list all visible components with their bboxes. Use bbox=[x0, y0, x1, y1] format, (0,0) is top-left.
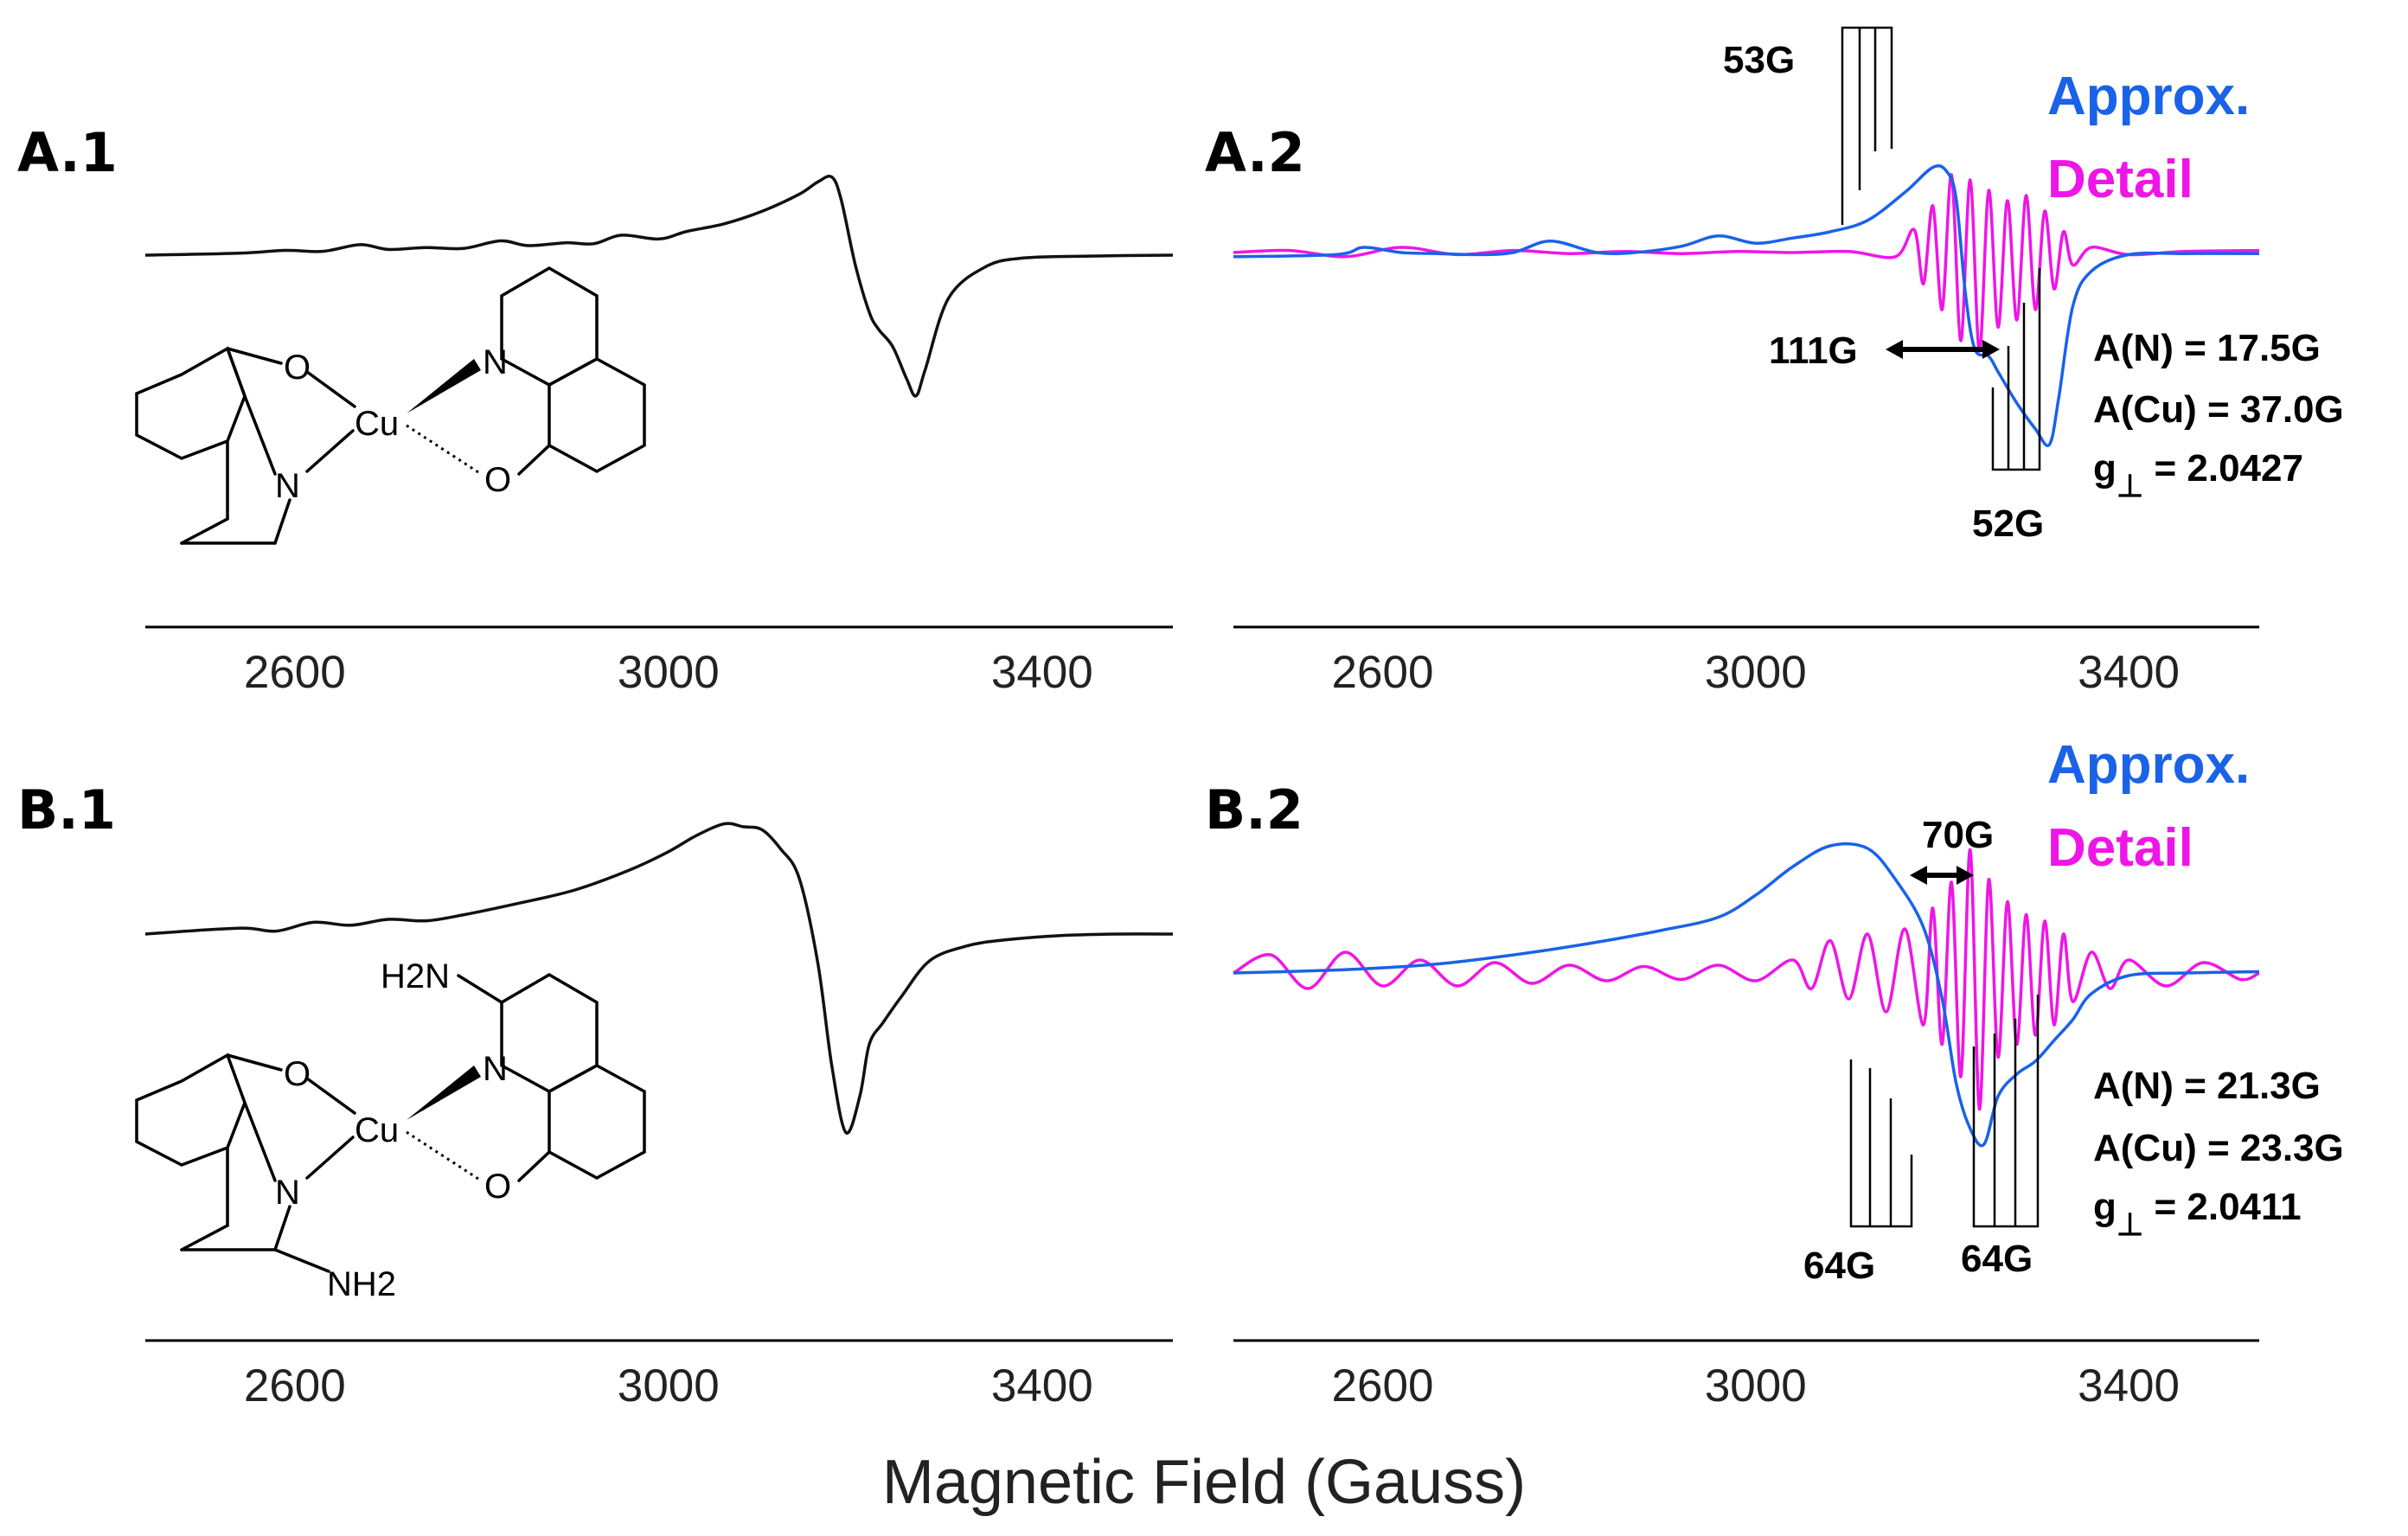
legend-approx-a2: Approx. bbox=[2047, 67, 2250, 126]
x-ticks-b2: 2600 3000 3400 bbox=[1332, 1360, 2180, 1411]
x-tick-label: 3400 bbox=[991, 1360, 1093, 1411]
mol-b-bond bbox=[243, 1101, 277, 1182]
mol-b-wedge-bond bbox=[407, 1066, 481, 1120]
mol-a-bond bbox=[517, 444, 551, 476]
molecule-b-structure: O Cu N N O H2N NH2 bbox=[135, 957, 646, 1303]
atom-o: O bbox=[484, 461, 511, 499]
x-tick-label: 3000 bbox=[1705, 647, 1807, 698]
molecule-a-structure: O Cu N N O bbox=[135, 266, 646, 545]
param-acu-a2: A(Cu) = 37.0G bbox=[2093, 388, 2344, 431]
split-bracket-left-b2 bbox=[1849, 1059, 1913, 1228]
x-tick-label: 2600 bbox=[244, 1360, 346, 1411]
mol-b-bond bbox=[273, 1248, 330, 1273]
split-label-mid-a2: 111G bbox=[1769, 330, 1858, 372]
x-tick-label: 3400 bbox=[991, 647, 1093, 698]
legend-detail-a2: Detail bbox=[2047, 150, 2193, 209]
atom-h2n: H2N bbox=[381, 957, 450, 995]
spectrum-trace-b1 bbox=[144, 822, 1174, 1135]
mol-b-bond bbox=[305, 1077, 356, 1115]
mol-a-bond bbox=[226, 347, 247, 398]
mol-a-ring-right-bottom bbox=[548, 357, 646, 473]
atom-n: N bbox=[275, 467, 300, 505]
x-axis-title: Magnetic Field (Gauss) bbox=[882, 1448, 1526, 1517]
mol-a-bond bbox=[226, 347, 283, 365]
mol-a-bond bbox=[305, 429, 355, 473]
x-tick-label: 2600 bbox=[244, 647, 346, 698]
panel-a1: A.1 2600 3000 3400 O Cu N N O bbox=[17, 121, 1174, 698]
mol-a-bond bbox=[305, 370, 356, 408]
atom-n: N bbox=[483, 1050, 508, 1088]
atom-nh2: NH2 bbox=[327, 1265, 396, 1303]
panel-label-a2: A.2 bbox=[1205, 121, 1305, 184]
mol-b-bond bbox=[226, 1053, 283, 1072]
mol-b-ring-left bbox=[135, 1053, 247, 1167]
x-tick-label: 3000 bbox=[618, 647, 720, 698]
mol-b-bond bbox=[457, 974, 503, 1004]
split-arrow-mid-a2 bbox=[1886, 340, 2000, 359]
detail-trace-b2 bbox=[1233, 848, 2260, 1111]
param-g-a2: g⊥ = 2.0427 bbox=[2093, 447, 2303, 503]
split-label-bottom-a2: 52G bbox=[1972, 502, 2044, 545]
mol-a-bond bbox=[273, 498, 291, 545]
panel-b1: B.1 2600 3000 3400 O Cu N N O H2N bbox=[17, 778, 1174, 1411]
approx-trace-b2 bbox=[1233, 842, 2260, 1148]
x-ticks-b1: 2600 3000 3400 bbox=[244, 1360, 1093, 1411]
panel-label-b2: B.2 bbox=[1205, 778, 1303, 842]
x-tick-label: 2600 bbox=[1332, 1360, 1434, 1411]
mol-b-bond bbox=[305, 1136, 355, 1180]
x-tick-label: 3000 bbox=[618, 1360, 720, 1411]
param-an-b2: A(N) = 21.3G bbox=[2093, 1065, 2321, 1107]
mol-a-bond bbox=[243, 394, 277, 476]
x-tick-label: 3400 bbox=[2078, 1360, 2180, 1411]
atom-cu: Cu bbox=[355, 405, 399, 443]
split-label-top-a2: 53G bbox=[1723, 39, 1795, 81]
legend-detail-b2: Detail bbox=[2047, 818, 2193, 878]
x-ticks-a1: 2600 3000 3400 bbox=[244, 647, 1093, 698]
atom-o: O bbox=[284, 349, 311, 387]
x-tick-label: 3000 bbox=[1705, 1360, 1807, 1411]
mol-b-bond bbox=[180, 1224, 229, 1251]
split-arrow-top-b2 bbox=[1910, 866, 1974, 885]
split-bracket-right-b2 bbox=[1972, 995, 2040, 1228]
mol-a-hash-bond bbox=[406, 424, 482, 476]
split-bracket-top-a2 bbox=[1841, 26, 1893, 225]
x-tick-label: 3400 bbox=[2078, 647, 2180, 698]
mol-b-bond bbox=[517, 1150, 551, 1182]
legend-approx-b2: Approx. bbox=[2047, 735, 2250, 795]
atom-n: N bbox=[275, 1174, 300, 1212]
panel-a2: A.2 2600 3000 3400 Approx. Detail 53G 111G… bbox=[1205, 26, 2344, 698]
atom-cu: Cu bbox=[355, 1111, 399, 1149]
atom-n: N bbox=[483, 343, 508, 381]
panel-label-b1: B.1 bbox=[17, 778, 116, 842]
split-label-right-b2: 64G bbox=[1961, 1238, 2033, 1280]
x-tick-label: 2600 bbox=[1332, 647, 1434, 698]
mol-b-hash-bond bbox=[406, 1130, 482, 1182]
approx-trace-a2 bbox=[1233, 164, 2260, 448]
atom-o: O bbox=[484, 1168, 511, 1206]
spectrum-trace-a1 bbox=[144, 174, 1174, 398]
split-label-left-b2: 64G bbox=[1803, 1245, 1875, 1287]
panel-b2: B.2 2600 3000 3400 Approx. Detail 70G 64G … bbox=[1205, 735, 2344, 1411]
mol-a-wedge-bond bbox=[407, 359, 481, 413]
x-ticks-a2: 2600 3000 3400 bbox=[1332, 647, 2180, 698]
mol-b-bond bbox=[273, 1205, 291, 1251]
param-g-b2: g⊥ = 2.0411 bbox=[2093, 1186, 2302, 1242]
mol-b-ring-right-bottom bbox=[548, 1064, 646, 1180]
split-label-top-b2: 70G bbox=[1922, 814, 1994, 856]
split-bracket-bottom-a2 bbox=[1991, 268, 2041, 471]
atom-o: O bbox=[284, 1055, 311, 1093]
panel-label-a1: A.1 bbox=[17, 121, 118, 184]
param-acu-b2: A(Cu) = 23.3G bbox=[2093, 1127, 2344, 1169]
mol-a-bond bbox=[180, 517, 229, 545]
param-an-a2: A(N) = 17.5G bbox=[2093, 327, 2321, 369]
